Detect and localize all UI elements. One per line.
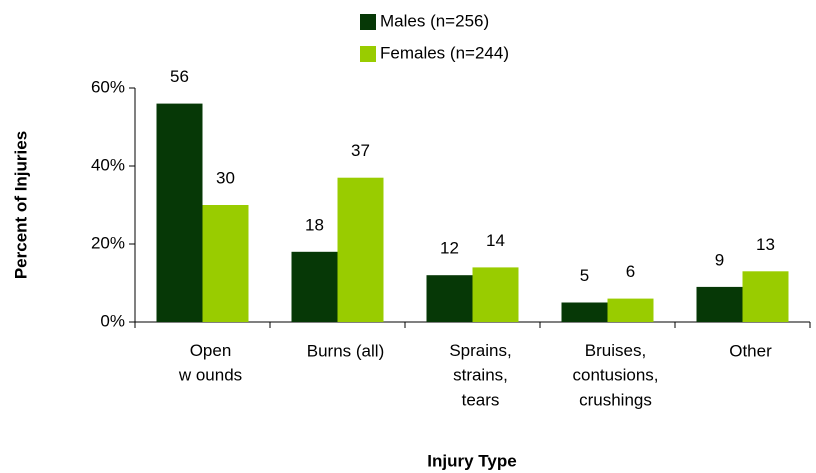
bar bbox=[561, 302, 608, 322]
value-label: 6 bbox=[626, 262, 635, 281]
legend-label: Females (n=244) bbox=[380, 43, 509, 62]
x-tick-label: Other bbox=[729, 341, 772, 360]
value-label: 13 bbox=[756, 235, 775, 254]
x-tick-label: Sprains, strains, tears bbox=[449, 341, 511, 409]
value-label: 30 bbox=[216, 168, 235, 187]
value-label: 9 bbox=[715, 250, 724, 269]
y-tick-label: 40% bbox=[91, 155, 125, 174]
bar bbox=[291, 251, 338, 322]
bar bbox=[337, 177, 384, 322]
x-tick-label: Bruises, contusions, crushings bbox=[573, 341, 659, 409]
x-axis-label: Injury Type bbox=[427, 451, 516, 470]
bar bbox=[742, 271, 789, 322]
y-tick-label: 0% bbox=[100, 311, 125, 330]
bar bbox=[696, 286, 743, 322]
value-label: 5 bbox=[580, 266, 589, 285]
y-axis-label: Percent of Injuries bbox=[11, 131, 30, 279]
legend-label: Males (n=256) bbox=[380, 11, 489, 30]
bar bbox=[426, 275, 473, 322]
value-label: 37 bbox=[351, 141, 370, 160]
x-tick-label: Burns (all) bbox=[307, 341, 384, 360]
y-tick-label: 20% bbox=[91, 233, 125, 252]
bar bbox=[156, 103, 203, 322]
value-label: 56 bbox=[170, 67, 189, 86]
legend-swatch bbox=[360, 14, 376, 30]
x-tick-label: Open w ounds bbox=[178, 341, 242, 385]
value-label: 18 bbox=[305, 215, 324, 234]
legend-swatch bbox=[360, 46, 376, 62]
value-label: 14 bbox=[486, 231, 505, 250]
value-label: 12 bbox=[440, 239, 459, 258]
y-tick-label: 60% bbox=[91, 77, 125, 96]
bar bbox=[472, 267, 519, 322]
bar bbox=[607, 298, 654, 322]
bar bbox=[202, 205, 249, 322]
